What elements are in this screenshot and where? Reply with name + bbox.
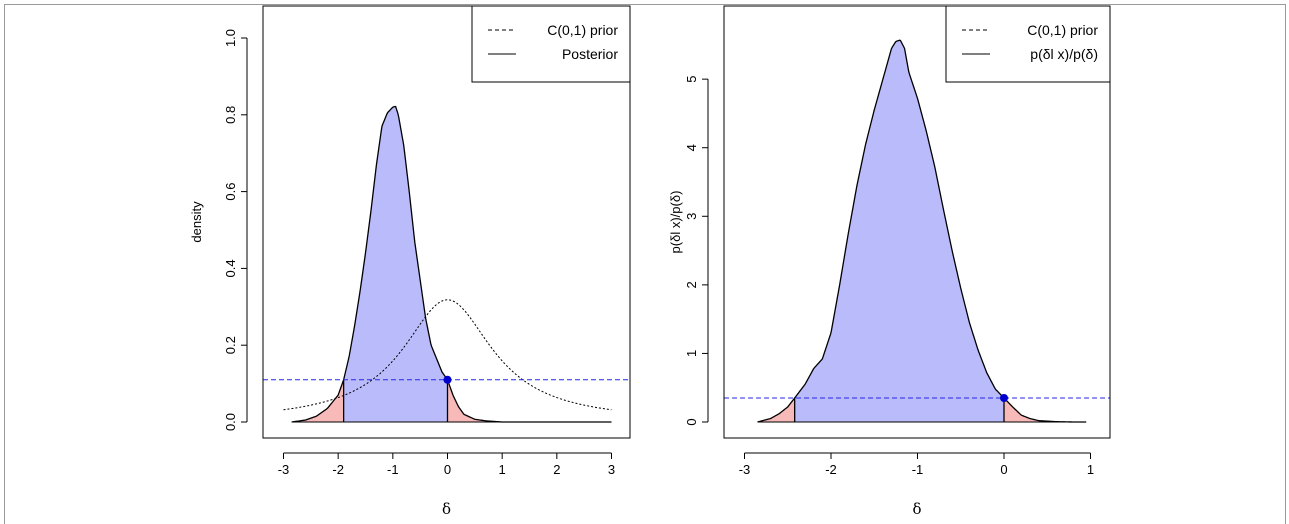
plot-box (723, 5, 1111, 439)
legend-label: C(0,1) prior (547, 22, 618, 38)
x-tick-label: -1 (912, 462, 924, 477)
ratio-curve (757, 39, 1087, 423)
y-tick-label: 0.8 (223, 106, 238, 124)
x-tick-label: -3 (278, 462, 290, 477)
x-tick-label: 2 (553, 462, 560, 477)
x-tick-label: 1 (499, 462, 506, 477)
y-tick-label: 0.6 (223, 183, 238, 201)
y-tick-label: 0.4 (223, 259, 238, 277)
right-tail-area (1004, 398, 1087, 422)
y-tick-label: 1.0 (223, 29, 238, 47)
x-tick-label: 0 (444, 462, 451, 477)
y-tick-label: 4 (684, 144, 699, 151)
x-axis-label: δ (442, 500, 451, 518)
y-axis-label: p(δl x)/p(δ) (668, 191, 683, 254)
posterior-curve (291, 105, 612, 423)
point-marker (1000, 394, 1008, 402)
y-tick-label: 3 (684, 213, 699, 220)
legend-label: C(0,1) prior (1027, 22, 1098, 38)
x-tick-label: -2 (825, 462, 837, 477)
left-tail-area (757, 398, 795, 422)
x-tick-label: -2 (332, 462, 344, 477)
x-tick-label: -3 (739, 462, 751, 477)
legend-box (945, 5, 1111, 83)
x-tick-label: -1 (387, 462, 399, 477)
legend-box (471, 5, 631, 83)
x-axis-label: δ (912, 500, 921, 518)
y-axis-label: density (189, 201, 204, 243)
x-tick-label: 3 (608, 462, 615, 477)
y-tick-label: 2 (684, 281, 699, 288)
prior-curve (283, 299, 612, 411)
legend-label: p(δl x)/p(δ) (1030, 46, 1098, 62)
point-marker (443, 375, 452, 384)
plot-box (262, 5, 631, 439)
legend-label: Posterior (562, 46, 618, 62)
y-tick-label: 0.0 (223, 413, 238, 431)
y-tick-label: 0 (684, 418, 699, 425)
x-tick-label: 1 (1087, 462, 1094, 477)
right-tail-area (447, 379, 612, 422)
x-tick-label: 0 (1000, 462, 1007, 477)
interval-area (343, 106, 448, 422)
y-tick-label: 0.2 (223, 336, 238, 354)
y-tick-label: 1 (684, 350, 699, 357)
figure-frame (4, 4, 1286, 524)
left-tail-area (291, 379, 344, 422)
y-tick-label: 5 (684, 76, 699, 83)
interval-area (794, 40, 1004, 423)
